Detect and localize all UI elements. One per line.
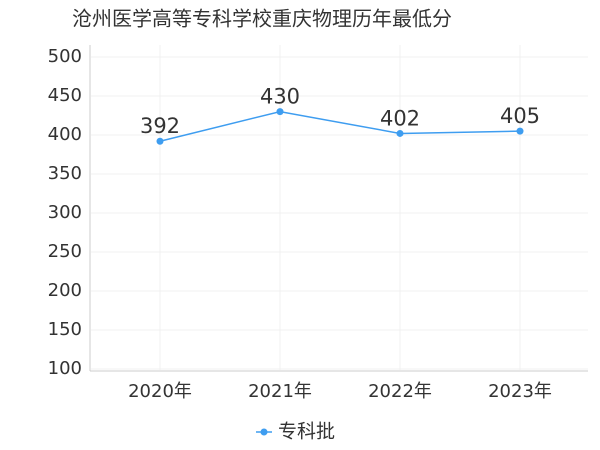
y-tick-label: 250 (48, 241, 82, 262)
x-tick-label: 2022年 (368, 381, 432, 402)
y-tick-label: 300 (48, 202, 82, 223)
y-tick-label: 100 (48, 358, 82, 379)
data-label: 430 (260, 85, 300, 109)
x-tick-label: 2021年 (248, 381, 312, 402)
series-line (159, 110, 521, 142)
data-label: 392 (140, 114, 180, 138)
data-point (396, 129, 404, 137)
y-tick-label: 500 (48, 46, 82, 67)
data-point (516, 127, 524, 135)
data-label: 402 (380, 106, 420, 130)
data-point (276, 108, 284, 116)
y-tick-label: 350 (48, 163, 82, 184)
y-tick-label: 400 (48, 124, 82, 145)
data-label: 405 (500, 104, 540, 128)
y-tick-label: 450 (48, 85, 82, 106)
legend-marker (260, 428, 268, 436)
chart-title: 沧州医学高等专科学校重庆物理历年最低分 (72, 7, 452, 31)
x-tick-label: 2023年 (488, 381, 552, 402)
x-tick-label: 2020年 (128, 381, 192, 402)
y-tick-label: 200 (48, 280, 82, 301)
y-tick-label: 150 (48, 319, 82, 340)
legend-label: 专科批 (278, 421, 335, 443)
data-point (156, 137, 164, 145)
